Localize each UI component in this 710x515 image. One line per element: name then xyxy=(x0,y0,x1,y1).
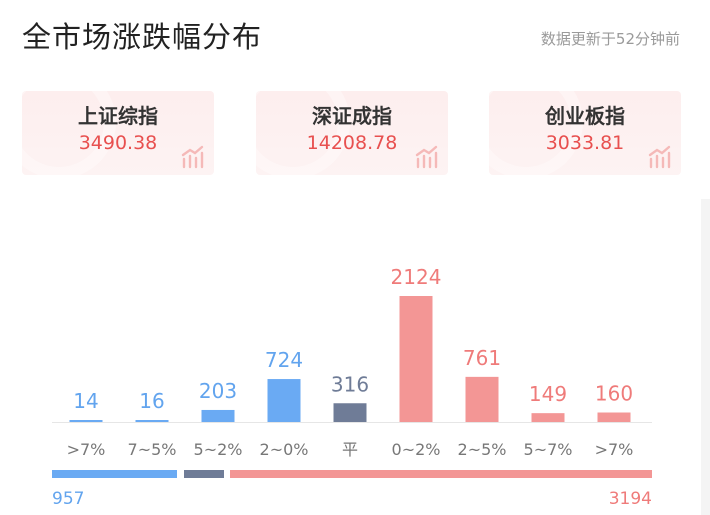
bar-6[interactable] xyxy=(465,376,499,422)
bar-value-label: 149 xyxy=(529,382,567,406)
index-card-chinext[interactable]: 创业板指 3033.81 xyxy=(489,91,681,175)
bar-0[interactable] xyxy=(69,420,103,422)
distribution-chart: 14 >7% 16 7~5% 203 5~2% 724 2~0% 316 平 2124 0~2% 761… xyxy=(52,265,652,459)
update-time-text: 数据更新于52分钟前 xyxy=(540,30,680,48)
up-total: 3194 xyxy=(608,489,652,509)
bar-value-label: 316 xyxy=(331,372,369,396)
category-label: 2~5% xyxy=(458,440,507,459)
index-name: 创业板指 xyxy=(545,104,625,128)
flat-summary-bar xyxy=(183,470,224,478)
bar-value-label: 724 xyxy=(265,348,303,372)
up-summary-bar xyxy=(229,470,652,478)
bar-5[interactable] xyxy=(399,296,433,422)
down-summary-bar xyxy=(52,470,177,478)
bar-7[interactable] xyxy=(531,413,565,422)
bar-value-label: 160 xyxy=(595,382,633,406)
page-title: 全市场涨跌幅分布 xyxy=(22,20,263,54)
down-total: 957 xyxy=(52,489,85,509)
bar-value-label: 203 xyxy=(199,379,237,403)
index-value: 3490.38 xyxy=(78,132,158,154)
category-label: 平 xyxy=(342,440,358,459)
bar-1[interactable] xyxy=(135,420,169,422)
index-value: 3033.81 xyxy=(545,132,625,154)
bar-3[interactable] xyxy=(267,379,301,422)
bar-2[interactable] xyxy=(201,409,235,422)
bar-value-label: 16 xyxy=(139,389,164,413)
index-value: 14208.78 xyxy=(306,132,398,154)
index-card-shanghai[interactable]: 上证综指 3490.38 xyxy=(22,91,214,175)
trend-chart-icon xyxy=(181,145,204,169)
index-card-shenzhen[interactable]: 深证成指 14208.78 xyxy=(256,91,448,175)
bar-value-label: 2124 xyxy=(391,265,442,289)
category-label: 5~2% xyxy=(194,440,243,459)
bar-8[interactable] xyxy=(597,412,631,422)
index-cards: 上证综指 3490.38 深证成指 14208.78 创业板指 3033.81 xyxy=(22,91,682,177)
bar-value-label: 14 xyxy=(73,389,98,413)
index-name: 上证综指 xyxy=(78,104,158,128)
trend-chart-icon xyxy=(415,145,438,169)
category-label: >7% xyxy=(67,440,106,459)
category-label: >7% xyxy=(595,440,634,459)
category-label: 7~5% xyxy=(128,440,177,459)
index-name: 深证成指 xyxy=(312,104,392,128)
category-label: 5~7% xyxy=(524,440,573,459)
trend-chart-icon xyxy=(648,145,671,169)
bar-value-label: 761 xyxy=(463,346,501,370)
category-label: 2~0% xyxy=(260,440,309,459)
category-label: 0~2% xyxy=(392,440,441,459)
scrollbar[interactable] xyxy=(701,199,710,515)
bar-4[interactable] xyxy=(333,403,367,422)
